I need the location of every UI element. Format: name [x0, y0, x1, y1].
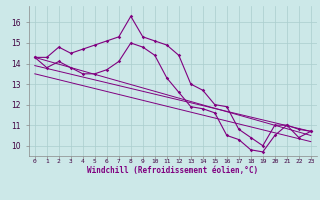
X-axis label: Windchill (Refroidissement éolien,°C): Windchill (Refroidissement éolien,°C) [87, 166, 258, 175]
